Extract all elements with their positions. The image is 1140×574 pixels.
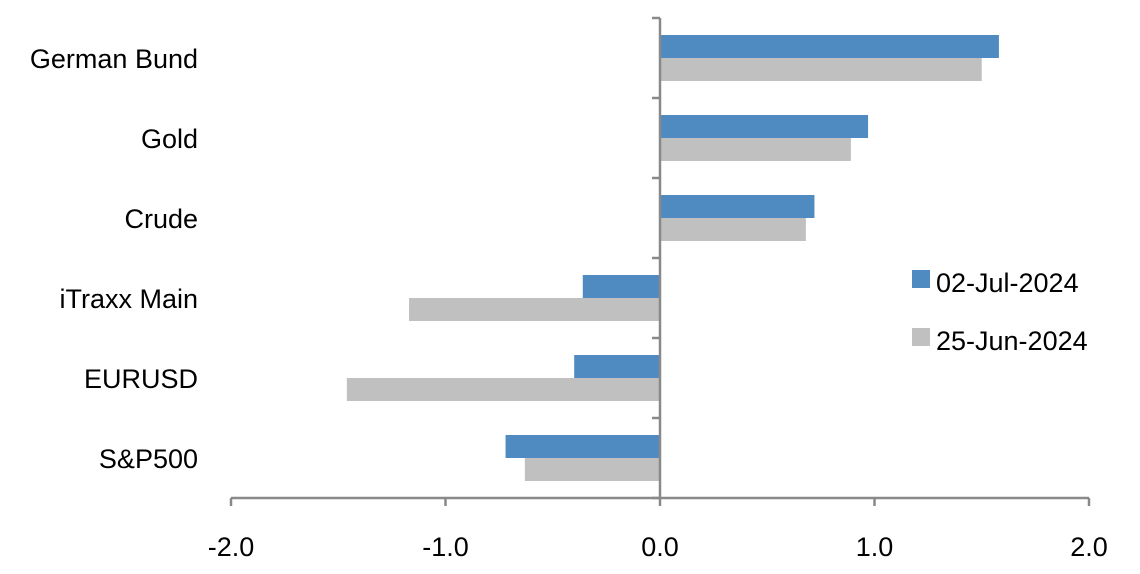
legend-label: 02-Jul-2024 bbox=[936, 268, 1079, 298]
x-tick-label: 0.0 bbox=[641, 532, 679, 562]
category-label: EURUSD bbox=[84, 364, 198, 394]
bar-25-jun bbox=[346, 378, 660, 401]
category-label: iTraxx Main bbox=[59, 284, 198, 314]
legend-swatch bbox=[912, 328, 930, 346]
x-tick-label: -1.0 bbox=[422, 532, 469, 562]
bar-02-jul bbox=[660, 115, 869, 138]
bar-25-jun bbox=[660, 58, 982, 81]
bar-02-jul bbox=[660, 195, 815, 218]
category-label: Gold bbox=[141, 124, 198, 154]
category-label: Crude bbox=[124, 204, 198, 234]
category-label: S&P500 bbox=[99, 444, 198, 474]
bar-25-jun bbox=[660, 138, 851, 161]
bar-25-jun bbox=[524, 458, 660, 481]
x-tick-label: -2.0 bbox=[208, 532, 255, 562]
category-label: German Bund bbox=[30, 44, 198, 74]
bar-02-jul bbox=[505, 435, 660, 458]
bar-02-jul bbox=[660, 35, 999, 58]
x-tick-label: 1.0 bbox=[856, 532, 894, 562]
bar-02-jul bbox=[582, 275, 660, 298]
bar-25-jun bbox=[409, 298, 660, 321]
legend-label: 25-Jun-2024 bbox=[936, 326, 1088, 356]
x-tick-label: 2.0 bbox=[1070, 532, 1108, 562]
legend-swatch bbox=[912, 270, 930, 288]
bar-02-jul bbox=[574, 355, 660, 378]
bar-25-jun bbox=[660, 218, 806, 241]
